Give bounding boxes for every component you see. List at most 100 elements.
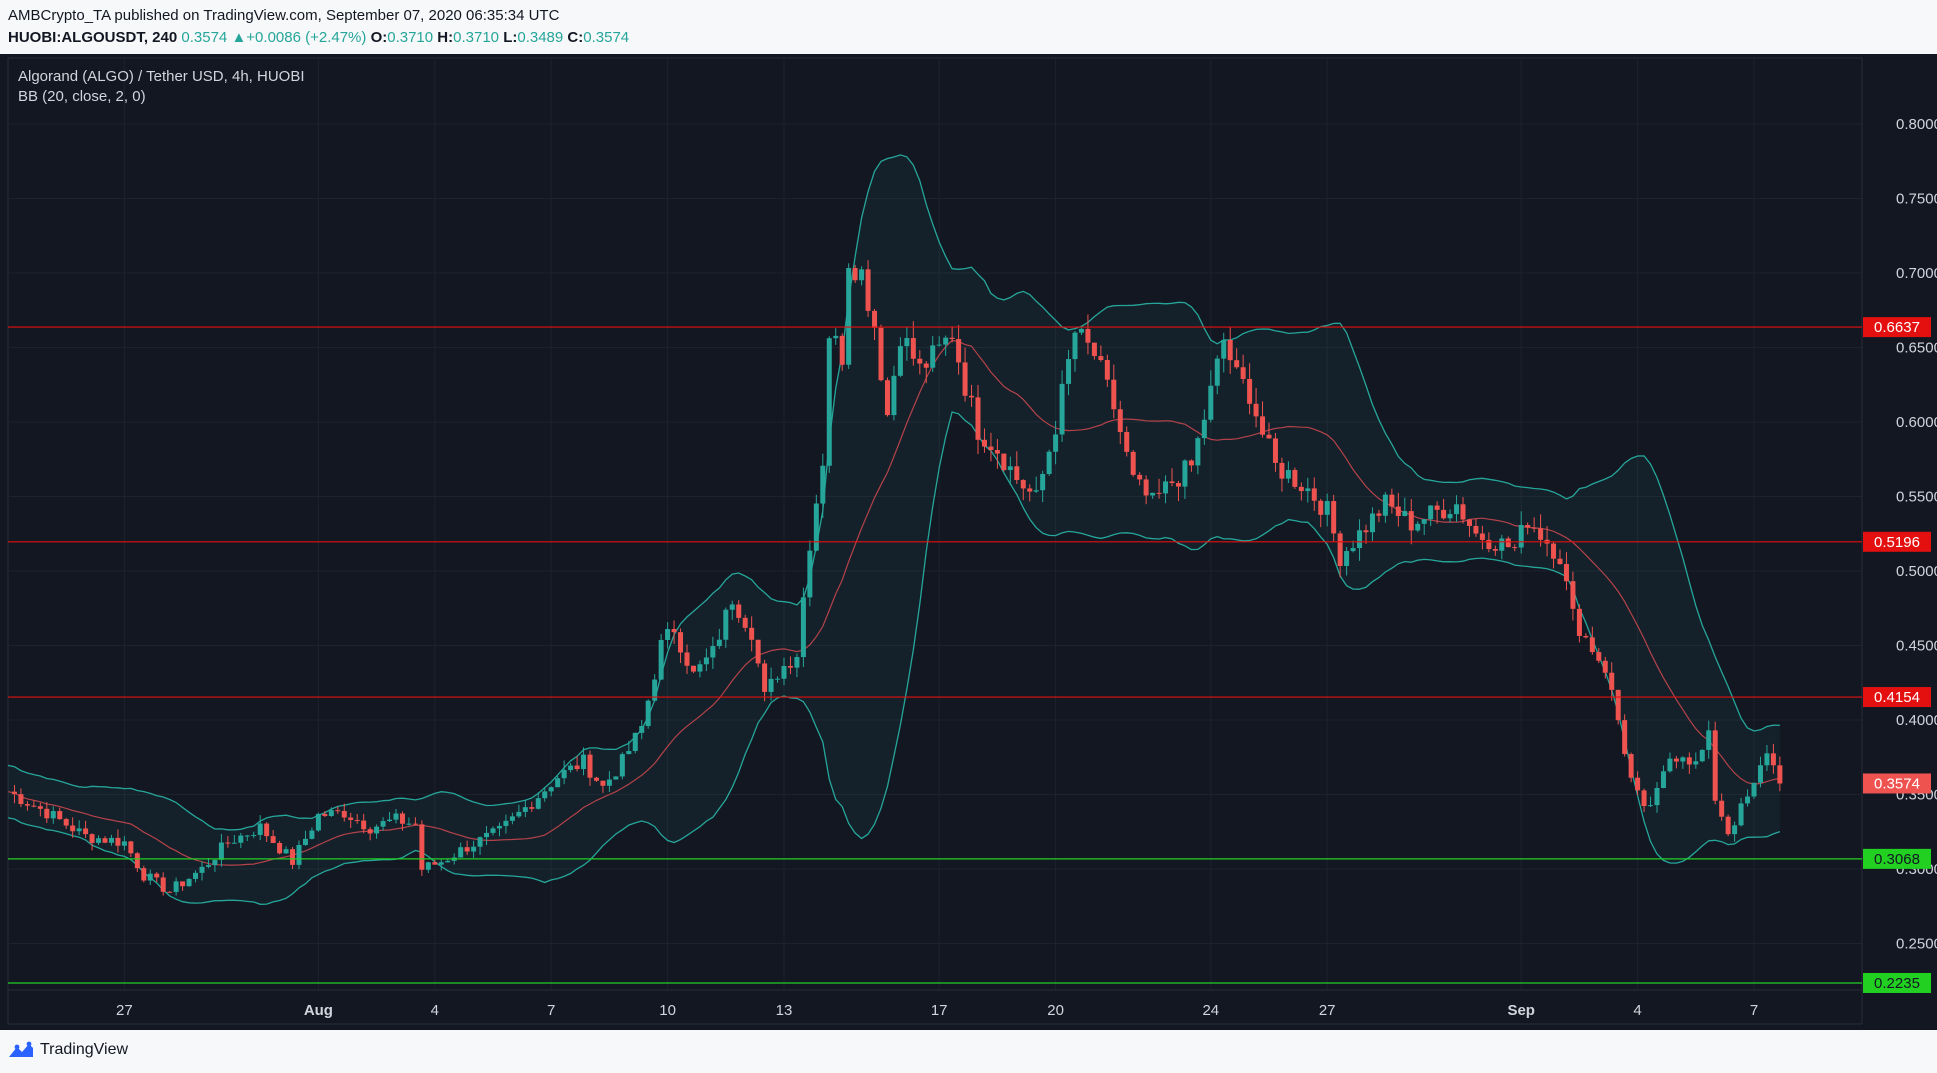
support-price-tag — [1863, 848, 1931, 869]
candle-body — [1680, 757, 1686, 762]
candle-body — [930, 345, 936, 368]
candle-body — [432, 862, 438, 865]
candle-body — [44, 808, 50, 819]
candle-body — [1648, 805, 1654, 807]
candle-body — [1732, 825, 1738, 835]
candle-body — [897, 346, 903, 376]
candle-body — [710, 646, 716, 658]
candle-body — [1557, 558, 1563, 565]
x-tick-label: Sep — [1507, 1002, 1535, 1019]
candle-body — [205, 865, 211, 867]
low-label: L: — [503, 29, 518, 46]
candle-body — [167, 891, 173, 893]
candle-body — [1415, 523, 1421, 531]
candle-body — [1712, 730, 1718, 801]
candle-body — [619, 754, 625, 777]
candle-body — [1764, 753, 1770, 766]
candle-body — [141, 868, 147, 881]
published-info: AMBCrypto_TA published on TradingView.co… — [8, 7, 560, 24]
candle-body — [1777, 765, 1783, 784]
candle-body — [1538, 528, 1544, 540]
candle-body — [115, 837, 121, 846]
candle-body — [568, 765, 574, 771]
x-tick-label: 10 — [659, 1002, 676, 1019]
candle-body — [37, 806, 43, 809]
last-price-tag-label: 0.3574 — [1874, 775, 1920, 792]
candle-body — [574, 765, 580, 770]
candle-body — [63, 819, 69, 826]
candle-body — [1085, 328, 1091, 343]
candle-body — [555, 778, 561, 788]
candle-body — [581, 754, 587, 770]
candle-body — [1266, 434, 1272, 439]
candle-body — [102, 838, 108, 843]
candle-body — [1163, 481, 1169, 494]
candle-body — [956, 338, 962, 363]
candle-body — [1583, 635, 1589, 638]
candle-body — [509, 816, 515, 821]
candle-body — [335, 810, 341, 812]
candle-body — [393, 813, 399, 820]
candle-body — [1344, 551, 1350, 566]
candle-body — [1137, 474, 1143, 480]
candle-body — [548, 787, 554, 792]
x-tick-label: 27 — [1319, 1002, 1336, 1019]
candle-body — [910, 338, 916, 359]
candle-body — [24, 804, 30, 806]
candle-body — [1660, 771, 1666, 788]
y-tick-label: 0.2500 — [1896, 936, 1937, 953]
candle-body — [264, 823, 270, 837]
candle-body — [57, 811, 63, 820]
symbol-legend[interactable]: Algorand (ALGO) / Tether USD, 4h, HUOBI — [18, 68, 305, 85]
candle-body — [121, 841, 127, 846]
candle-body — [1091, 342, 1097, 357]
candle-body — [1641, 790, 1647, 807]
candle-body — [348, 817, 354, 820]
candle-body — [1156, 492, 1162, 494]
candle-body — [31, 805, 37, 807]
candle-body — [1719, 800, 1725, 817]
candle-body — [775, 678, 781, 680]
open-value: 0.3710 — [387, 29, 434, 46]
candle-body — [1027, 488, 1033, 492]
candle-body — [600, 780, 606, 786]
candle-body — [238, 835, 244, 843]
candle-body — [1182, 460, 1188, 487]
candle-body — [425, 862, 431, 870]
tradingview-logo[interactable]: TradingView — [8, 1041, 128, 1059]
candle-body — [1466, 519, 1472, 526]
candle-body — [1130, 451, 1136, 475]
candle-body — [1518, 524, 1524, 548]
indicator-legend[interactable]: BB (20, close, 2, 0) — [18, 88, 146, 105]
candle-body — [1473, 525, 1479, 534]
candle-body — [632, 732, 638, 751]
candle-body — [438, 862, 444, 865]
candle-body — [1117, 409, 1123, 432]
candle-body — [904, 338, 910, 347]
candle-body — [1040, 473, 1046, 491]
candle-body — [1175, 482, 1181, 487]
candle-body — [1240, 367, 1246, 379]
x-tick-label: 20 — [1047, 1002, 1064, 1019]
candle-body — [1331, 501, 1337, 534]
candle-body — [1486, 539, 1492, 549]
candle-body — [768, 678, 774, 692]
bollinger-upper-band — [7, 154, 1780, 831]
candle-body — [1234, 360, 1240, 368]
candle-body — [658, 639, 664, 680]
candle-body — [1053, 434, 1059, 452]
candle-body — [1525, 524, 1531, 528]
last-price-tag — [1863, 773, 1931, 794]
bollinger-lower-band — [7, 411, 1781, 905]
candle-body — [1505, 538, 1511, 548]
x-tick-label: 7 — [547, 1002, 555, 1019]
candle-body — [1195, 438, 1201, 466]
candle-body — [1227, 339, 1233, 361]
candle-body — [1725, 816, 1731, 835]
candle-body — [1635, 777, 1641, 791]
